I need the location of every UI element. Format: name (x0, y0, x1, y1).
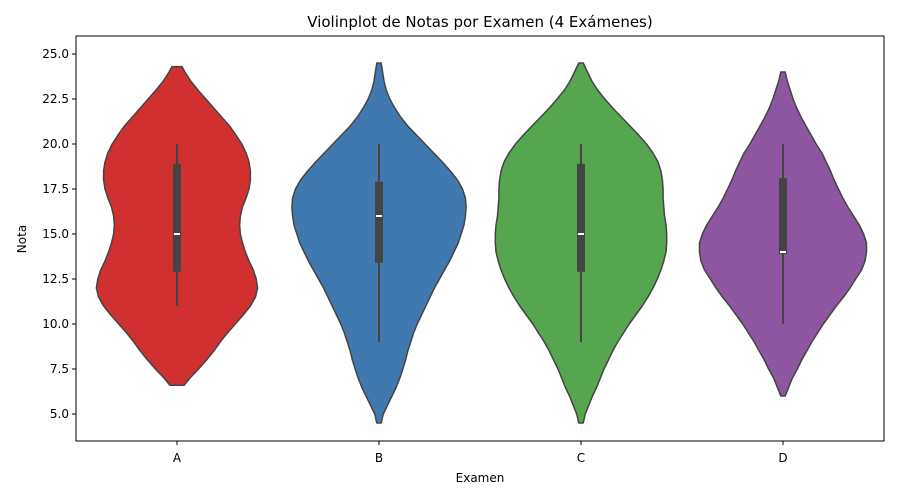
y-tick-label: 5.0 (50, 407, 69, 421)
x-tick-label: C (577, 451, 585, 465)
y-tick-label: 15.0 (42, 227, 69, 241)
x-axis: A B C D (173, 441, 788, 465)
violin-b (291, 62, 467, 424)
violin-a (95, 65, 259, 386)
y-tick-label: 10.0 (42, 317, 69, 331)
y-tick-label: 22.5 (42, 92, 69, 106)
violins-layer (95, 62, 868, 424)
violin-d (698, 71, 868, 397)
violin-iqr-box (577, 163, 585, 272)
x-tick-label: A (173, 451, 182, 465)
violin-iqr-box (375, 181, 383, 263)
violin-iqr-box (779, 178, 787, 254)
y-tick-label: 12.5 (42, 272, 69, 286)
x-tick-label: D (778, 451, 787, 465)
x-tick-label: B (375, 451, 383, 465)
violin-c (494, 62, 668, 424)
y-tick-label: 20.0 (42, 137, 69, 151)
y-tick-label: 25.0 (42, 47, 69, 61)
x-axis-label: Examen (456, 471, 505, 485)
plot-frame (75, 35, 885, 442)
y-axis-label: Nota (15, 225, 29, 253)
y-tick-label: 7.5 (50, 362, 69, 376)
y-tick-label: 17.5 (42, 182, 69, 196)
violin-iqr-box (173, 163, 181, 272)
chart-title: Violinplot de Notas por Examen (4 Exámen… (307, 13, 652, 31)
y-axis: 5.0 7.5 10.0 12.5 15.0 17.5 20.0 22.5 25.0 (42, 47, 76, 421)
